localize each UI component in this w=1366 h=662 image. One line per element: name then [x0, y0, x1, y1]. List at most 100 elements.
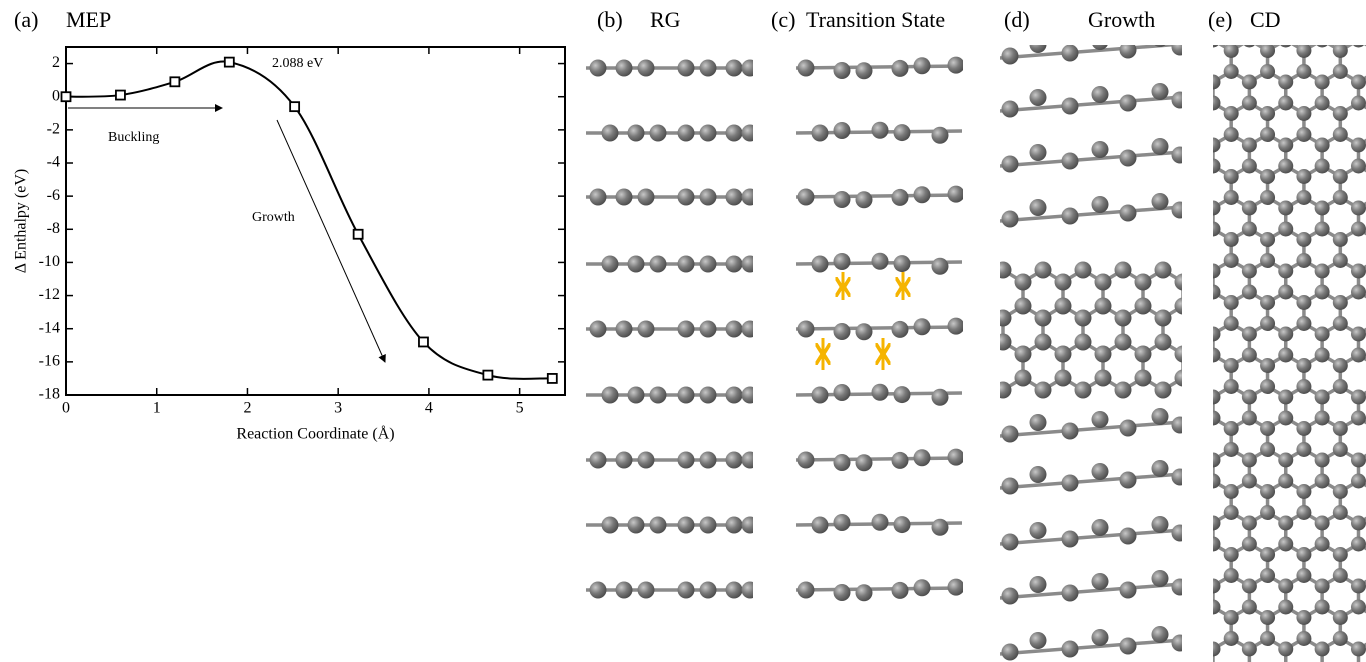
- y-tick-label: -4: [47, 154, 60, 171]
- atom: [1091, 463, 1109, 480]
- y-tick-label: 2: [52, 54, 60, 71]
- atom: [1171, 578, 1182, 596]
- atom: [1001, 533, 1019, 551]
- atom: [855, 584, 873, 602]
- x-axis-label: Reaction Coordinate (Å): [236, 425, 394, 443]
- atom: [1260, 505, 1276, 520]
- atom: [1332, 484, 1348, 499]
- atom: [1223, 106, 1239, 121]
- atom: [1061, 152, 1079, 170]
- atom: [1296, 253, 1312, 268]
- atom: [1278, 263, 1294, 279]
- atom: [1119, 204, 1137, 222]
- atom: [1061, 640, 1079, 658]
- atom: [1223, 316, 1239, 331]
- atom: [725, 124, 743, 142]
- bond: [795, 456, 963, 462]
- atom: [1260, 547, 1276, 562]
- atom: [1054, 273, 1072, 291]
- atom: [1241, 578, 1257, 594]
- atom: [1332, 442, 1348, 457]
- atom: [1151, 460, 1169, 477]
- atom: [1260, 421, 1276, 436]
- atom: [893, 255, 911, 273]
- atom: [1014, 345, 1032, 363]
- atom: [1213, 137, 1221, 153]
- y-tick-label: -10: [39, 253, 60, 270]
- panel-title: Transition State: [806, 7, 945, 32]
- atom: [1241, 221, 1257, 237]
- atom: [1350, 221, 1366, 237]
- atom: [1314, 473, 1330, 489]
- atom: [1332, 505, 1348, 520]
- atom: [855, 454, 873, 472]
- x-tick-label: 1: [153, 400, 161, 417]
- atom: [589, 188, 607, 206]
- atom: [1001, 477, 1019, 495]
- atom: [677, 59, 695, 77]
- atom: [1213, 221, 1221, 237]
- y-tick-label: -6: [47, 187, 60, 204]
- atom: [1000, 381, 1012, 399]
- atom: [1260, 484, 1276, 499]
- atom: [1223, 169, 1239, 184]
- atom: [1223, 610, 1239, 625]
- atom: [741, 188, 753, 206]
- atom: [1213, 473, 1221, 489]
- atom: [1278, 74, 1294, 90]
- bond: [795, 586, 963, 592]
- atom: [1094, 273, 1112, 291]
- atom: [677, 581, 695, 599]
- atom: [1280, 45, 1292, 48]
- atom: [601, 516, 619, 534]
- atom: [1350, 641, 1366, 657]
- atom: [1241, 536, 1257, 552]
- atom: [1014, 273, 1032, 291]
- bond: [1000, 205, 1182, 223]
- marker: [482, 369, 494, 381]
- atom: [797, 188, 815, 206]
- atom: [1260, 232, 1276, 247]
- atom: [1350, 578, 1366, 594]
- atom: [1114, 309, 1132, 327]
- atom: [1134, 345, 1152, 363]
- atom: [797, 581, 815, 599]
- atom: [637, 451, 655, 469]
- atom: [1091, 519, 1109, 536]
- atom: [1278, 389, 1294, 405]
- atom: [1278, 536, 1294, 552]
- atom: [627, 255, 645, 273]
- atom: [1350, 389, 1366, 405]
- marker: [546, 373, 558, 384]
- atom: [1014, 369, 1032, 387]
- atom: [947, 185, 963, 203]
- atom: [1314, 599, 1330, 615]
- atom: [1094, 345, 1112, 363]
- atom: [1332, 106, 1348, 121]
- atom: [677, 188, 695, 206]
- marker: [223, 56, 235, 68]
- structures: [586, 45, 1366, 662]
- atom: [1278, 284, 1294, 300]
- atom: [1223, 421, 1239, 436]
- annotation: 2.088 eV: [272, 56, 323, 71]
- atom: [1001, 47, 1019, 65]
- atom: [1350, 536, 1366, 552]
- x-tick-label: 3: [334, 400, 342, 417]
- atom: [1029, 199, 1047, 216]
- atom: [1260, 253, 1276, 268]
- atom: [677, 320, 695, 338]
- y-tick-label: -16: [39, 353, 60, 370]
- atom: [1314, 410, 1330, 426]
- marker: [289, 101, 301, 113]
- atom: [1213, 284, 1221, 300]
- atom: [1332, 610, 1348, 625]
- atom: [1154, 333, 1172, 351]
- atom: [677, 516, 695, 534]
- atom: [1213, 599, 1221, 615]
- atom: [891, 320, 909, 338]
- atom: [1213, 347, 1221, 363]
- atom: [741, 320, 753, 338]
- atom: [1260, 45, 1276, 58]
